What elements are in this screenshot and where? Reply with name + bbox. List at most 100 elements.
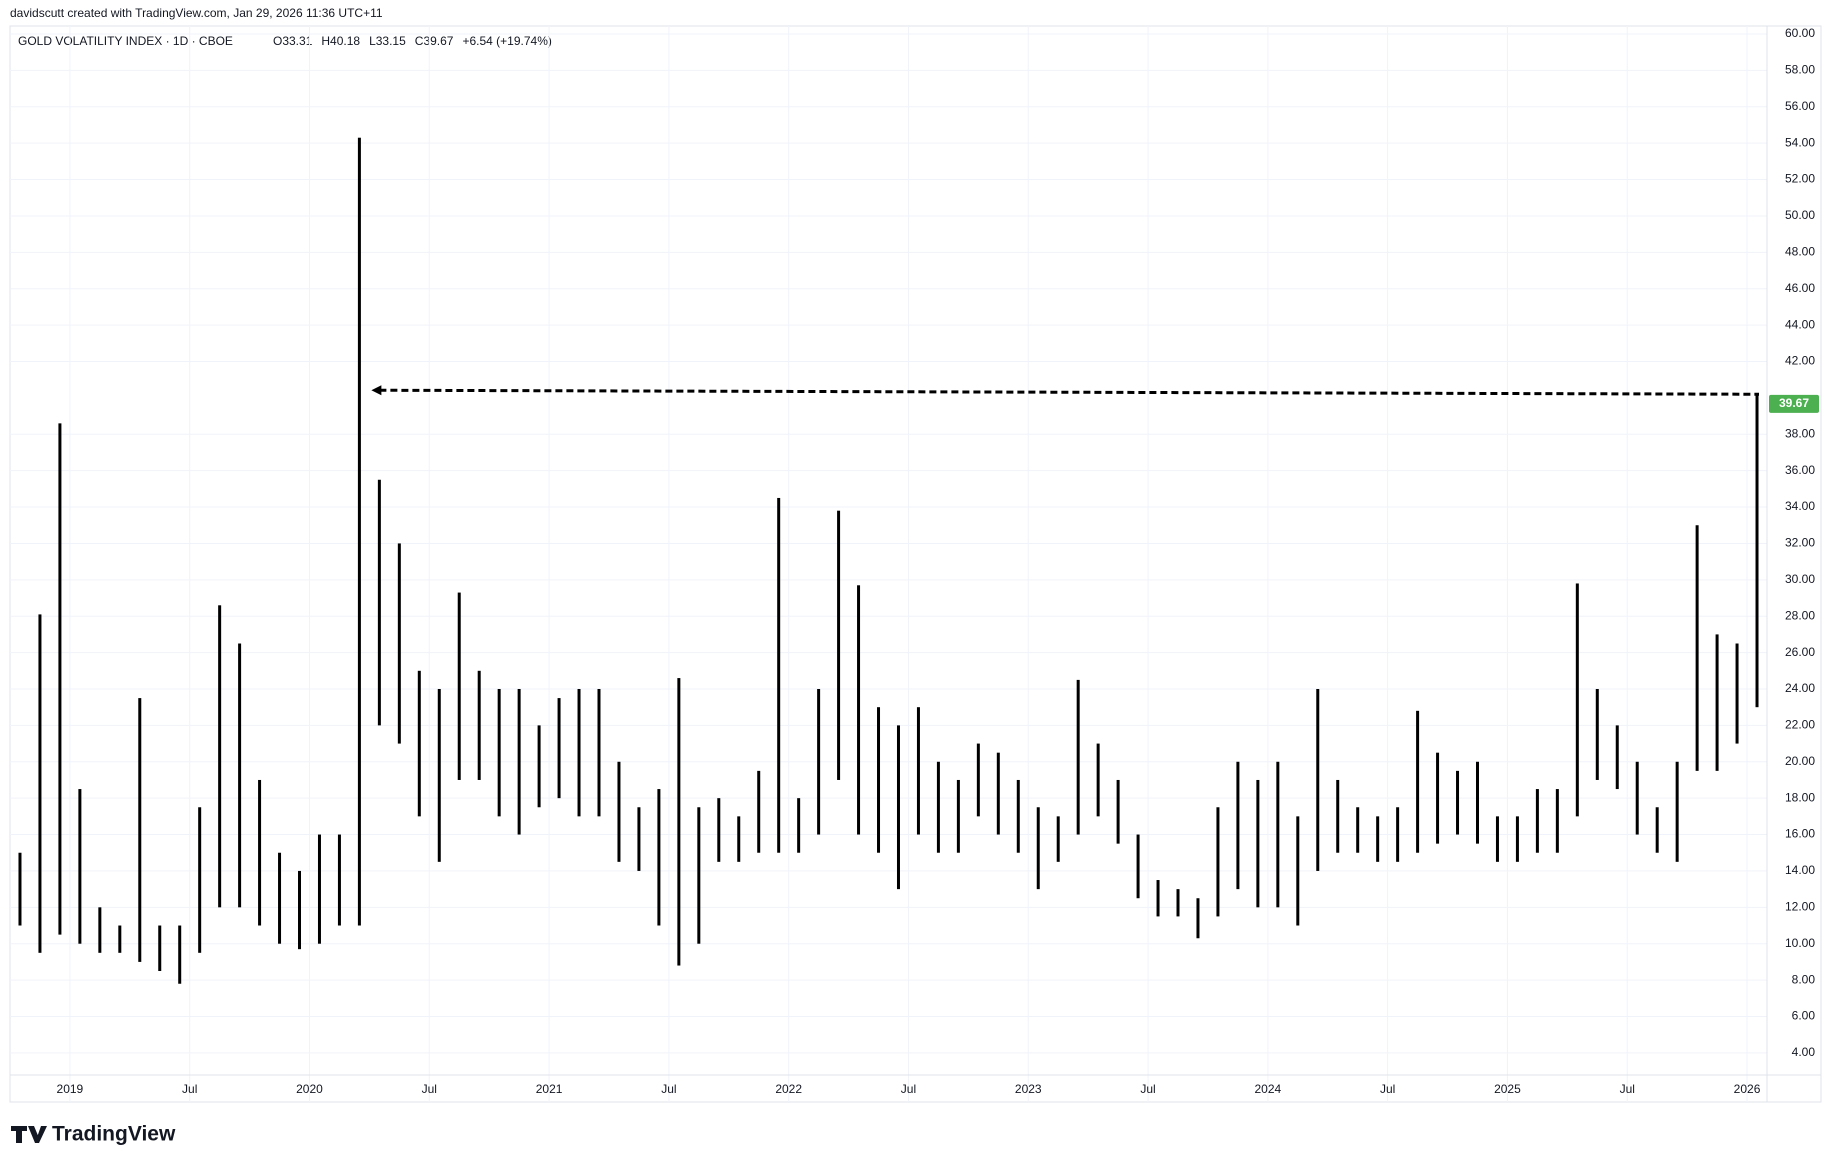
range-bar: [1096, 743, 1100, 817]
range-bar: [996, 752, 1000, 835]
y-tick-label: 18.00: [1785, 790, 1815, 804]
y-tick-label: 24.00: [1785, 681, 1815, 695]
range-bar: [956, 779, 960, 853]
range-bar: [1695, 525, 1699, 771]
level-arrowhead: [371, 385, 382, 396]
range-bar: [198, 807, 202, 953]
range-bar: [1755, 394, 1759, 708]
last-value-label: 39.67: [1779, 396, 1809, 410]
range-bar: [537, 725, 541, 808]
brand-logo: TradingView: [11, 1123, 176, 1146]
range-bar: [1216, 807, 1220, 917]
y-tick-label: 42.00: [1785, 354, 1815, 368]
range-bar: [1076, 679, 1080, 835]
range-bar: [1635, 761, 1639, 835]
range-bar: [1735, 643, 1739, 744]
range-bar: [717, 798, 721, 862]
range-bar: [757, 770, 761, 853]
range-bar: [1475, 761, 1479, 844]
y-tick-label: 60.00: [1785, 26, 1815, 40]
range-bar: [138, 698, 142, 962]
range-bar: [1116, 779, 1120, 844]
range-bar: [1376, 816, 1380, 862]
range-bar: [517, 688, 521, 835]
range-bar: [1256, 779, 1260, 908]
range-bar: [577, 688, 581, 817]
x-tick-label: Jul: [661, 1082, 676, 1096]
x-tick-label: Jul: [901, 1082, 916, 1096]
range-bar: [976, 743, 980, 817]
ohlc-value: L33.15: [369, 34, 406, 48]
range-bar: [837, 510, 841, 780]
x-tick-label: Jul: [182, 1082, 197, 1096]
y-tick-label: 30.00: [1785, 572, 1815, 586]
range-bar: [1276, 761, 1280, 908]
credit: davidscutt created with TradingView.com,…: [10, 6, 383, 20]
range-bar: [1236, 761, 1240, 890]
range-bar: [218, 605, 222, 908]
ohlc-value: H40.18: [321, 34, 360, 48]
range-bar: [1196, 898, 1200, 939]
range-bar: [178, 925, 182, 984]
ohlc-value: C39.67: [415, 34, 454, 48]
range-bar: [1715, 634, 1719, 771]
x-tick-label: 2020: [296, 1082, 323, 1096]
y-tick-label: 4.00: [1792, 1045, 1816, 1059]
range-bar: [1495, 816, 1499, 862]
range-bar: [98, 907, 102, 953]
x-tick-label: 2025: [1494, 1082, 1521, 1096]
x-tick-label: Jul: [1620, 1082, 1635, 1096]
y-tick-label: 46.00: [1785, 281, 1815, 295]
range-bar: [417, 670, 421, 817]
range-bar: [557, 698, 561, 799]
range-bar: [1655, 807, 1659, 853]
range-bar: [58, 423, 62, 935]
header: GOLD VOLATILITY INDEX · 1D · CBOE O33.31…: [18, 34, 552, 48]
range-bar: [1336, 779, 1340, 853]
range-bar: [1176, 889, 1180, 917]
range-bar: [1535, 789, 1539, 853]
y-tick-label: 52.00: [1785, 172, 1815, 186]
range-bar: [357, 137, 361, 926]
range-bar: [457, 592, 461, 780]
range-bar: [777, 497, 781, 853]
range-bar: [1156, 880, 1160, 917]
range-bar: [637, 807, 641, 871]
last-value-badge: [1769, 394, 1819, 413]
range-bar: [1456, 770, 1460, 835]
x-tick-label: 2024: [1255, 1082, 1282, 1096]
range-bar: [1575, 583, 1579, 817]
x-tick-label: 2019: [57, 1082, 84, 1096]
range-bar: [936, 761, 940, 853]
x-tick-label: 2021: [536, 1082, 563, 1096]
y-tick-label: 54.00: [1785, 135, 1815, 149]
y-tick-label: 48.00: [1785, 245, 1815, 259]
range-bar: [1296, 816, 1300, 926]
range-bar: [817, 688, 821, 835]
range-bar: [278, 852, 282, 944]
y-tick-label: 58.00: [1785, 63, 1815, 77]
range-bar: [697, 807, 701, 944]
range-bar: [797, 798, 801, 853]
range-bar: [1356, 807, 1360, 853]
x-tick-label: Jul: [1140, 1082, 1155, 1096]
range-bar: [497, 688, 501, 817]
range-bar: [737, 816, 741, 862]
range-bar: [597, 688, 601, 817]
x-tick-label: 2026: [1734, 1082, 1761, 1096]
x-tick-label: Jul: [1380, 1082, 1395, 1096]
logo-mark: [11, 1126, 47, 1143]
y-tick-label: 44.00: [1785, 317, 1815, 331]
y-tick-label: 34.00: [1785, 499, 1815, 513]
range-bar: [258, 779, 262, 926]
range-bar: [377, 479, 381, 726]
range-bar: [1515, 816, 1519, 862]
y-tick-label: 50.00: [1785, 208, 1815, 222]
chart-title: GOLD VOLATILITY INDEX · 1D · CBOE: [18, 34, 233, 48]
range-bar: [1396, 807, 1400, 862]
range-bar: [1056, 816, 1060, 862]
frame: [9, 25, 1822, 1103]
level-line: [379, 388, 1760, 396]
range-bar: [1555, 789, 1559, 853]
